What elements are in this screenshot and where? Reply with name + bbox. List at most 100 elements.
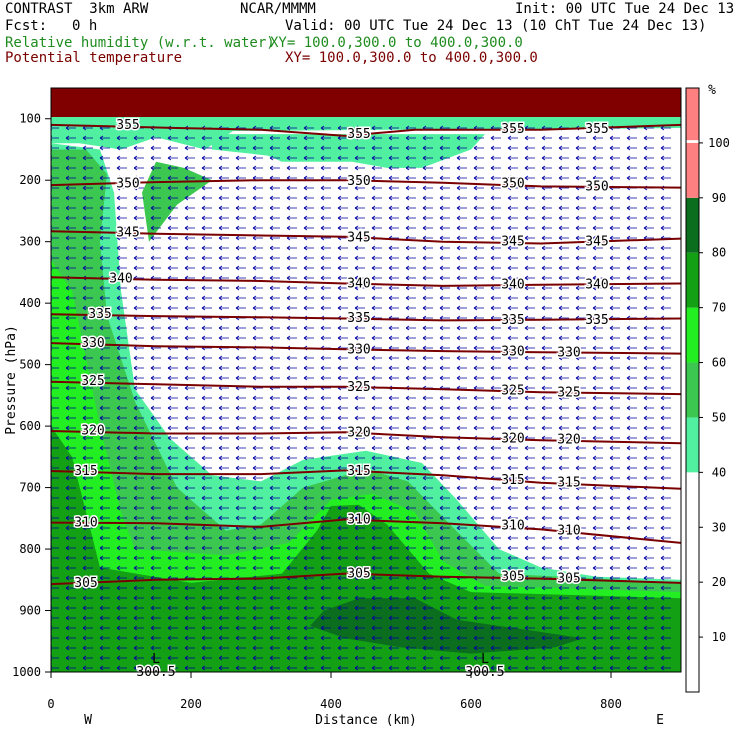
theta-label: 330 xyxy=(347,342,370,357)
wind-arrow xyxy=(201,335,212,341)
wind-arrow xyxy=(541,255,552,261)
wind-arrow xyxy=(99,485,110,491)
wind-arrow xyxy=(201,145,212,151)
wind-arrow xyxy=(218,425,229,431)
wind-arrow xyxy=(626,455,637,461)
wind-arrow xyxy=(303,355,314,361)
wind-arrow xyxy=(371,655,382,661)
wind-arrow xyxy=(303,245,314,251)
wind-arrow xyxy=(456,145,467,151)
wind-arrow xyxy=(65,525,76,531)
wind-arrow xyxy=(575,515,586,521)
wind-arrow xyxy=(150,395,161,401)
wind-arrow xyxy=(201,465,212,471)
wind-arrow xyxy=(303,505,314,511)
wind-arrow xyxy=(252,635,263,641)
x-axis: 0 200 400 600 800 xyxy=(47,672,622,711)
wind-arrow xyxy=(337,595,348,601)
wind-arrow xyxy=(456,245,467,251)
wind-arrow xyxy=(405,155,416,161)
wind-arrow xyxy=(269,305,280,311)
wind-arrow xyxy=(218,615,229,621)
wind-arrow xyxy=(541,145,552,151)
wind-arrow xyxy=(558,495,569,501)
wind-arrow xyxy=(218,145,229,151)
wind-arrow xyxy=(456,595,467,601)
wind-arrow xyxy=(235,505,246,511)
wind-arrow xyxy=(116,385,127,391)
wind-arrow xyxy=(184,435,195,441)
wind-arrow xyxy=(133,295,144,301)
wind-arrow xyxy=(82,525,93,531)
wind-arrow xyxy=(388,215,399,221)
wind-arrow xyxy=(388,395,399,401)
wind-arrow xyxy=(354,525,365,531)
wind-arrow xyxy=(116,135,127,141)
wind-arrow xyxy=(269,395,280,401)
wind-arrow xyxy=(82,385,93,391)
wind-arrow xyxy=(609,435,620,441)
wind-arrow xyxy=(150,635,161,641)
wind-arrow xyxy=(320,145,331,151)
wind-arrow xyxy=(320,625,331,631)
wind-arrow xyxy=(133,465,144,471)
wind-arrow xyxy=(303,595,314,601)
wind-arrow xyxy=(65,585,76,591)
wind-arrow xyxy=(269,595,280,601)
wind-arrow xyxy=(65,315,76,321)
wind-arrow xyxy=(286,255,297,261)
wind-arrow xyxy=(218,295,229,301)
wind-arrow xyxy=(286,245,297,251)
wind-arrow xyxy=(354,335,365,341)
wind-arrow xyxy=(218,365,229,371)
wind-arrow xyxy=(252,305,263,311)
rh-region-rh_60_70 xyxy=(142,161,212,242)
wind-arrow xyxy=(558,285,569,291)
wind-arrow xyxy=(235,155,246,161)
wind-arrow xyxy=(82,175,93,181)
wind-arrow xyxy=(439,425,450,431)
y-tick-label: 500 xyxy=(19,358,41,372)
wind-arrow xyxy=(592,425,603,431)
wind-arrow xyxy=(660,515,671,521)
wind-arrow xyxy=(558,345,569,351)
wind-arrow xyxy=(575,305,586,311)
wind-arrow xyxy=(558,175,569,181)
wind-arrow xyxy=(218,225,229,231)
wind-arrow xyxy=(218,415,229,421)
wind-arrow xyxy=(65,225,76,231)
wind-arrow xyxy=(167,175,178,181)
wind-arrow xyxy=(320,455,331,461)
forecast-label: Fcst: xyxy=(5,18,48,34)
wind-arrow xyxy=(558,545,569,551)
wind-arrow xyxy=(133,135,144,141)
wind-arrow xyxy=(167,455,178,461)
wind-arrow xyxy=(507,505,518,511)
wind-arrow xyxy=(116,335,127,341)
wind-arrow xyxy=(439,265,450,271)
wind-arrow xyxy=(592,605,603,611)
wind-arrow xyxy=(490,465,501,471)
wind-arrow xyxy=(184,205,195,211)
wind-arrow xyxy=(660,545,671,551)
colorbar-unit: % xyxy=(708,83,716,98)
wind-arrow xyxy=(201,475,212,481)
wind-arrow xyxy=(626,255,637,261)
wind-arrow xyxy=(643,625,654,631)
wind-arrow xyxy=(354,505,365,511)
wind-arrow xyxy=(456,295,467,301)
wind-arrow xyxy=(541,495,552,501)
wind-arrow xyxy=(524,255,535,261)
wind-arrow xyxy=(303,485,314,491)
wind-arrow xyxy=(371,465,382,471)
wind-arrow xyxy=(320,205,331,211)
wind-arrow xyxy=(320,195,331,201)
wind-arrow xyxy=(116,495,127,501)
wind-arrow xyxy=(558,475,569,481)
wind-arrow xyxy=(303,145,314,151)
wind-arrow xyxy=(422,395,433,401)
wind-arrow xyxy=(116,595,127,601)
wind-arrow xyxy=(456,225,467,231)
theta-contour-345 xyxy=(51,230,681,245)
wind-arrow xyxy=(150,485,161,491)
